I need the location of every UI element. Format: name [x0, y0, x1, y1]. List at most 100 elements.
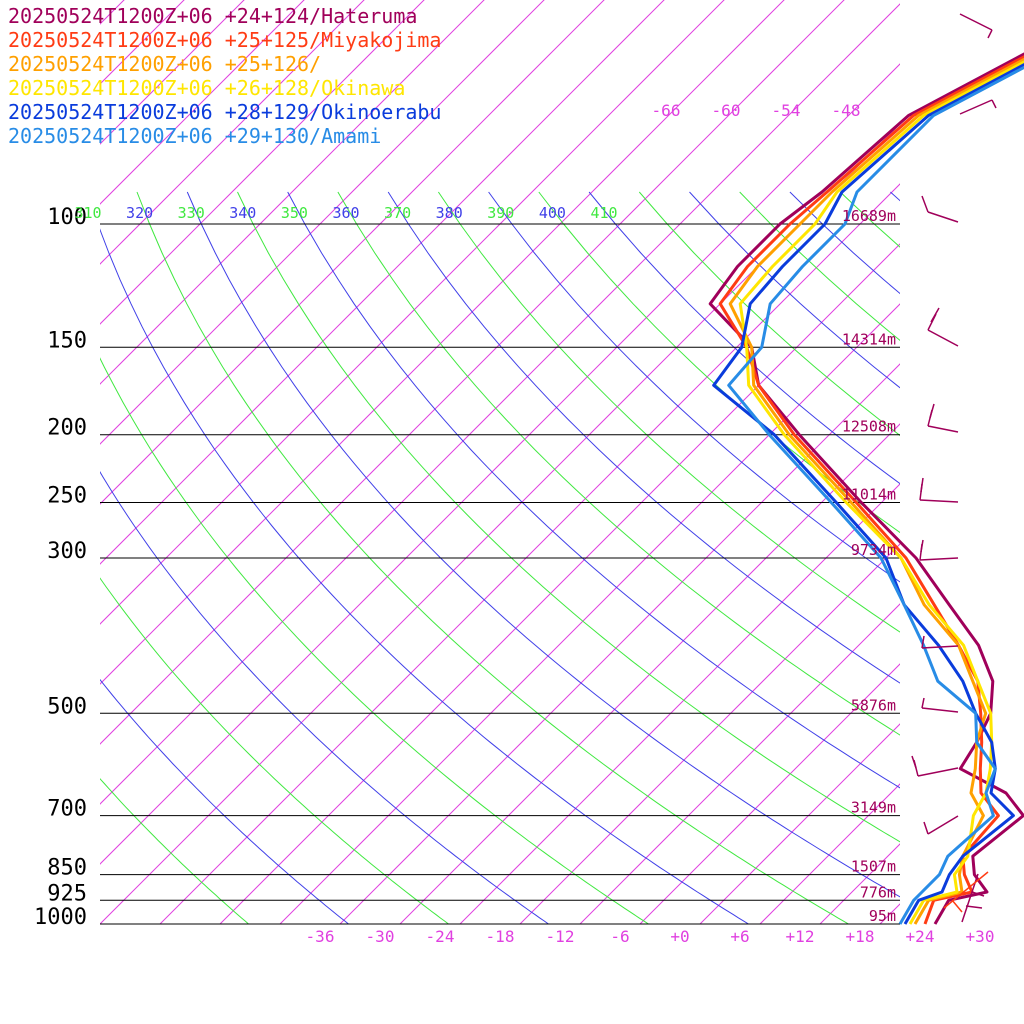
pressure-label: 100 — [47, 205, 87, 230]
pressure-label: 250 — [47, 484, 87, 509]
wind-barb — [927, 425, 959, 433]
height-label: 14314m — [842, 330, 896, 348]
wind-barb — [927, 815, 959, 835]
isotherm-line — [519, 543, 900, 924]
x-tick-label: +18 — [846, 927, 875, 946]
x-tick-label: +24 — [906, 927, 935, 946]
legend-entry: 20250524T1200Z+06 +26+128/Okinawa — [8, 76, 406, 100]
dry-adiabat-line — [136, 191, 850, 924]
dry-adiabat-line — [638, 191, 900, 437]
isotherm-top-label: -66 — [652, 101, 681, 120]
isotherm-top-label: -60 — [712, 101, 741, 120]
legend-entry: 20250524T1200Z+06 +25+125/Miyakojima — [8, 28, 442, 52]
height-label: 11014m — [842, 486, 896, 504]
dry-adiabat-line — [839, 191, 900, 248]
wind-barb — [927, 211, 959, 223]
wind-barb — [929, 403, 935, 419]
isotherm-line — [219, 243, 900, 924]
dry-adiabat-line — [100, 228, 750, 924]
pressure-label: 500 — [47, 694, 87, 719]
isotherm-line — [1000, 0, 1024, 924]
height-label: 5876m — [851, 696, 896, 714]
wind-barb — [917, 767, 959, 777]
pressure-label: 200 — [47, 416, 87, 441]
wind-barb — [930, 307, 940, 323]
dry-adiabat-lines — [100, 191, 900, 924]
pressure-label: 300 — [47, 539, 87, 564]
pressure-label: 700 — [47, 797, 87, 822]
legend-entry: 20250524T1200Z+06 +25+126/ — [8, 52, 322, 76]
legend-entry: 20250524T1200Z+06 +29+130/Amami — [8, 124, 382, 148]
wind-barb — [965, 905, 983, 909]
height-label: 12508m — [842, 418, 896, 436]
x-tick-label: -6 — [610, 927, 629, 946]
wind-barb — [921, 697, 925, 709]
theta-label: 380 — [436, 204, 463, 222]
theta-label: 390 — [487, 204, 514, 222]
pressure-label: 1000 — [34, 905, 87, 930]
height-label: 776m — [860, 883, 896, 901]
wind-barb — [921, 645, 959, 649]
wind-barb — [927, 329, 959, 347]
wind-barb — [971, 891, 985, 897]
dry-adiabat-line — [100, 577, 450, 924]
theta-label: 410 — [590, 204, 617, 222]
isotherm-line — [459, 483, 900, 924]
temperature-profile-line — [727, 65, 1024, 925]
legend-entry: 20250524T1200Z+06 +28+129/Okinoerabu — [8, 100, 442, 124]
wind-barb — [951, 899, 963, 913]
wind-barb — [987, 29, 993, 39]
theta-label: 350 — [281, 204, 308, 222]
temperature-series — [708, 52, 1024, 925]
height-label: 95m — [869, 907, 896, 925]
height-label: 16689m — [842, 207, 896, 225]
isotherm-line — [579, 603, 900, 924]
isotherm-line — [399, 423, 900, 924]
wind-barb — [920, 539, 924, 553]
x-tick-label: +0 — [670, 927, 689, 946]
x-tick-label: -24 — [426, 927, 455, 946]
wind-barb — [921, 195, 929, 213]
theta-label: 400 — [539, 204, 566, 222]
isotherm-line — [279, 303, 900, 924]
height-label: 9734m — [851, 541, 896, 559]
dry-adiabat-line — [488, 191, 900, 583]
theta-label: 360 — [332, 204, 359, 222]
wind-barb — [959, 13, 993, 31]
x-tick-label: -36 — [306, 927, 335, 946]
x-tick-label: +30 — [966, 927, 995, 946]
isotherm-top-label: -48 — [832, 101, 861, 120]
dry-adiabat-line — [100, 678, 350, 924]
x-tick-label: -30 — [366, 927, 395, 946]
isotherm-top-label: -54 — [772, 101, 801, 120]
wind-barb — [943, 871, 989, 909]
dry-adiabat-line — [100, 778, 250, 924]
temperature-profile-line — [708, 52, 1024, 925]
height-label: 3149m — [851, 799, 896, 817]
height-label: 1507m — [851, 858, 896, 876]
pressure-label: 150 — [47, 328, 87, 353]
theta-label: 370 — [384, 204, 411, 222]
x-tick-label: -12 — [546, 927, 575, 946]
temperature-profile-line — [712, 63, 1024, 925]
pressure-label: 925 — [47, 881, 87, 906]
dry-adiabat-line — [538, 191, 900, 534]
wind-barbs — [911, 13, 997, 923]
theta-label: 340 — [229, 204, 256, 222]
theta-label: 330 — [178, 204, 205, 222]
dry-adiabat-line — [588, 191, 900, 485]
wind-barb — [921, 635, 925, 649]
isotherm-line — [339, 363, 900, 924]
temperature-profile-line — [738, 60, 1024, 925]
pressure-label: 850 — [47, 856, 87, 881]
wind-barb — [923, 821, 929, 835]
wind-barb — [920, 477, 924, 493]
x-tick-label: +12 — [786, 927, 815, 946]
theta-label: 320 — [126, 204, 153, 222]
wind-barb — [991, 99, 997, 109]
wind-barb — [959, 99, 993, 115]
dry-adiabat-line — [387, 191, 900, 684]
theta-label: 310 — [74, 204, 101, 222]
x-tick-label: +6 — [730, 927, 749, 946]
